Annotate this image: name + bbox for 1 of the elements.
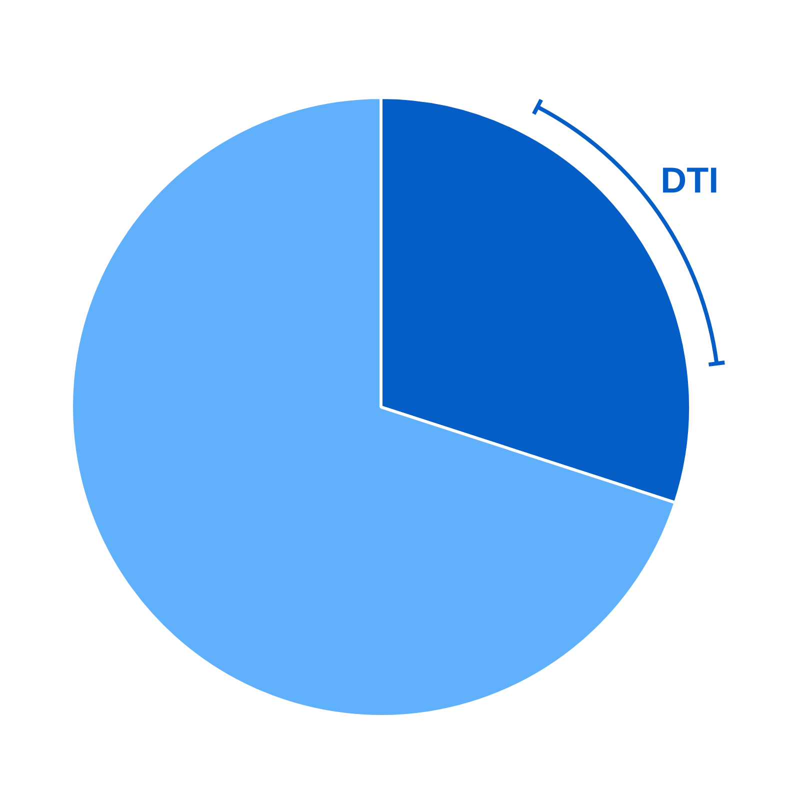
slice-label: DTI (660, 160, 719, 201)
